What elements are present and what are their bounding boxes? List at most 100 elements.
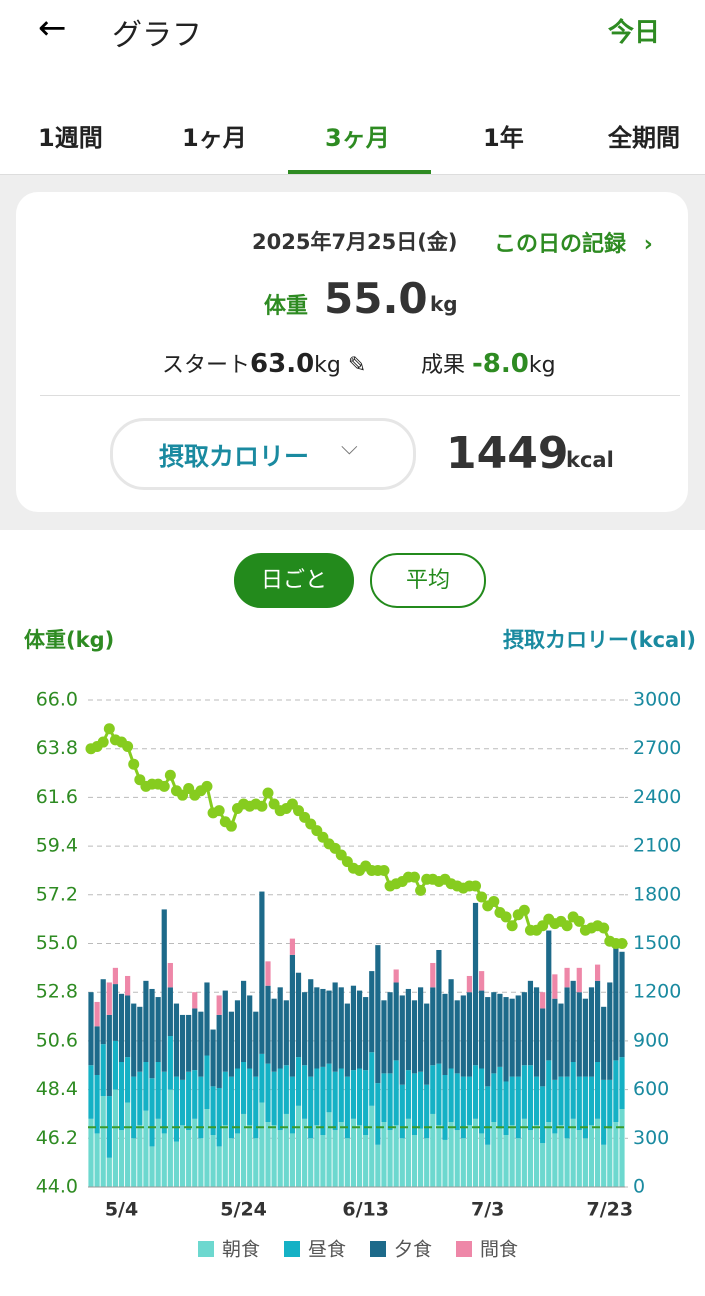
y2-tick-label: 1500 <box>633 932 681 954</box>
legend-label: 間食 <box>480 1239 518 1261</box>
bar-segment <box>112 1040 119 1090</box>
bar-segment <box>442 993 448 1075</box>
bar-segment <box>350 1070 357 1119</box>
bar-segment <box>161 909 167 1072</box>
bar-segment <box>326 1063 332 1113</box>
bar-segment <box>515 1076 521 1139</box>
y-tick-label: 50.6 <box>36 1029 78 1051</box>
weight-point <box>378 864 390 876</box>
back-button[interactable]: ← <box>38 8 67 48</box>
bar-segment <box>479 1068 485 1134</box>
bar-segment <box>601 1144 607 1187</box>
bar-segment <box>192 1118 198 1187</box>
y2-tick-label: 2100 <box>633 835 681 857</box>
bar-segment <box>369 971 375 1053</box>
bar-segment <box>381 1000 387 1074</box>
bar-segment <box>527 1065 534 1131</box>
y-tick-label: 46.2 <box>36 1127 78 1149</box>
bar-segment <box>344 1138 350 1187</box>
bar-segment <box>320 988 326 1067</box>
bar-segment <box>277 1130 283 1187</box>
bar-segment <box>247 995 253 1069</box>
bar-segment <box>247 1068 253 1126</box>
bar-segment <box>472 1118 479 1187</box>
bar-segment <box>88 992 94 1066</box>
y-tick-label: 48.4 <box>36 1078 78 1100</box>
bar-segment <box>448 1122 454 1187</box>
record-link-text[interactable]: この日の記録 <box>494 232 627 257</box>
bar-segment <box>436 949 442 1064</box>
bar-segment <box>436 1063 442 1126</box>
legend-swatch <box>284 1241 300 1257</box>
weight-value: 55.0 <box>324 274 428 323</box>
legend-label: 昼食 <box>308 1239 346 1261</box>
bar-segment <box>546 1060 552 1123</box>
tab[interactable]: 1週間 <box>38 124 103 152</box>
y2-tick-label: 2700 <box>633 737 681 759</box>
record-link[interactable]: この日の記録 › <box>494 232 653 257</box>
tab[interactable]: 1年 <box>483 124 524 152</box>
toggle-label[interactable]: 平均 <box>406 568 450 593</box>
weight-point <box>476 891 488 903</box>
bar-segment <box>588 1076 595 1126</box>
legend-label: 夕食 <box>394 1239 432 1261</box>
bar-segment <box>485 1086 491 1145</box>
bar-segment <box>613 1122 619 1187</box>
bar-segment <box>125 975 131 996</box>
bar-segment <box>155 997 161 1063</box>
bar-segment <box>375 945 381 1084</box>
bar-segment <box>283 1113 289 1187</box>
bar-segment <box>564 1076 570 1139</box>
bar-segment <box>112 1089 119 1187</box>
y-tick-label: 44.0 <box>36 1176 78 1198</box>
toggle-label[interactable]: 日ごと <box>261 568 327 593</box>
y-tick-label: 66.0 <box>36 689 78 711</box>
bar-segment <box>228 1138 234 1187</box>
tab-active[interactable]: 3ヶ月 <box>325 124 390 152</box>
bar-segment <box>320 1066 326 1136</box>
bar-segment <box>210 1086 216 1136</box>
bar-segment <box>240 1062 247 1114</box>
bar-segment <box>247 1125 253 1187</box>
bar-segment <box>448 1068 454 1123</box>
tab[interactable]: 1ヶ月 <box>182 124 247 152</box>
dropdown-icon[interactable]: ⌵ <box>341 435 358 460</box>
bar-segment <box>234 1068 241 1134</box>
bar-segment <box>344 1076 350 1139</box>
bar-segment <box>216 995 222 1015</box>
bar-segment <box>387 1130 393 1187</box>
metric-dropdown[interactable]: 摂取カロリー ⌵ <box>110 418 416 490</box>
metric-value: 1449 <box>446 428 569 479</box>
y2-tick-label: 900 <box>633 1029 669 1051</box>
bar-segment <box>192 992 198 1009</box>
bar-segment <box>271 998 277 1072</box>
bar-segment <box>533 1125 540 1187</box>
tab[interactable]: 全期間 <box>608 124 680 152</box>
bar-segment <box>393 969 399 983</box>
toggle-active[interactable] <box>234 553 354 608</box>
today-button[interactable]: 今日 <box>608 18 661 48</box>
bar-segment <box>558 1003 564 1077</box>
bar-segment <box>295 1105 302 1187</box>
bar-segment <box>314 987 320 1069</box>
bar-segment <box>527 980 534 1066</box>
bar-segment <box>582 1138 588 1187</box>
bar-segment <box>118 1062 125 1131</box>
bar-segment <box>509 1076 515 1126</box>
bar-segment <box>515 1138 521 1187</box>
bar-segment <box>405 1070 411 1119</box>
toggle[interactable] <box>370 553 486 608</box>
bar-segment <box>283 1065 289 1114</box>
bar-segment <box>381 1073 387 1123</box>
bar-segment <box>540 1008 546 1087</box>
metric-label[interactable]: 摂取カロリー <box>159 442 310 471</box>
weight-point <box>128 758 140 770</box>
bar-segment <box>167 1089 173 1187</box>
bar-segment <box>277 1068 283 1131</box>
legend-swatch <box>370 1241 386 1257</box>
bar-segment <box>106 982 112 1015</box>
y2-tick-label: 1800 <box>633 883 681 905</box>
bar-segment <box>222 990 228 1072</box>
bar-segment <box>198 1076 204 1139</box>
bar-segment <box>265 1063 271 1123</box>
